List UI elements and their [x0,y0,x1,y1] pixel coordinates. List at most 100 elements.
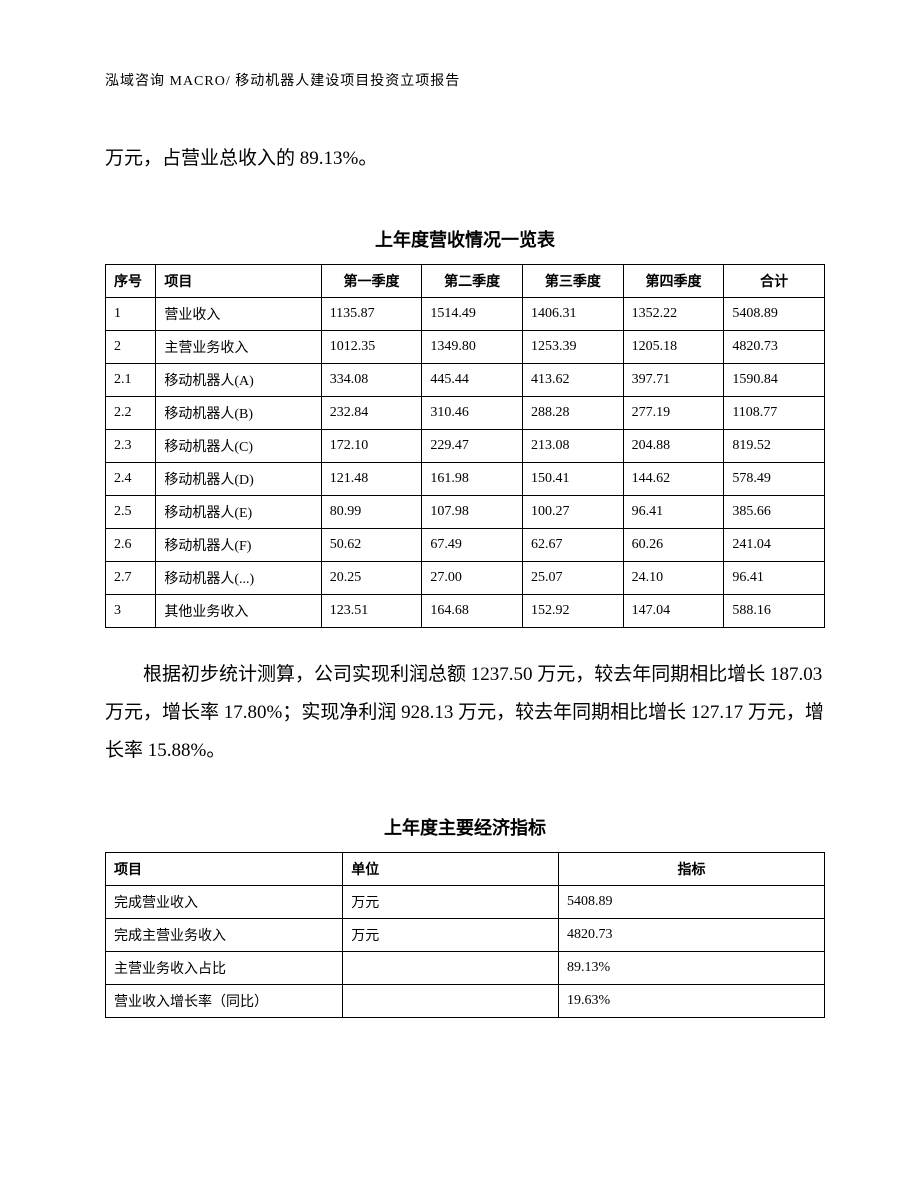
document-header: 泓域咨询 MACRO/ 移动机器人建设项目投资立项报告 [105,70,825,90]
table-cell: 5408.89 [724,298,825,331]
table-row: 主营业务收入占比 89.13% [106,952,825,985]
table-cell: 334.08 [321,364,422,397]
table-cell: 232.84 [321,397,422,430]
table-cell: 完成主营业务收入 [106,919,343,952]
table-cell: 移动机器人(B) [156,397,321,430]
table-cell: 204.88 [623,430,724,463]
table-cell: 1253.39 [523,331,624,364]
table-cell: 1108.77 [724,397,825,430]
table-cell: 4820.73 [724,331,825,364]
table-cell: 152.92 [523,595,624,628]
table-cell: 161.98 [422,463,523,496]
col-project: 项目 [106,853,343,886]
table-cell: 164.68 [422,595,523,628]
table-cell: 150.41 [523,463,624,496]
table-cell: 移动机器人(F) [156,529,321,562]
table-cell: 1406.31 [523,298,624,331]
table-cell: 819.52 [724,430,825,463]
table-cell: 移动机器人(E) [156,496,321,529]
table-cell: 288.28 [523,397,624,430]
table-row: 3其他业务收入123.51164.68152.92147.04588.16 [106,595,825,628]
table-cell: 移动机器人(...) [156,562,321,595]
table-cell: 1 [106,298,156,331]
table-cell: 578.49 [724,463,825,496]
col-unit: 单位 [343,853,559,886]
table-cell: 60.26 [623,529,724,562]
table-cell: 完成营业收入 [106,886,343,919]
table-row: 2.5移动机器人(E)80.99107.98100.2796.41385.66 [106,496,825,529]
table-cell: 24.10 [623,562,724,595]
table-cell: 147.04 [623,595,724,628]
table-cell: 1590.84 [724,364,825,397]
table-cell: 2.2 [106,397,156,430]
table-cell: 96.41 [724,562,825,595]
table-cell: 3 [106,595,156,628]
table-row: 2.6移动机器人(F)50.6267.4962.6760.26241.04 [106,529,825,562]
table-cell: 2 [106,331,156,364]
table-cell: 1352.22 [623,298,724,331]
table-row: 2.1移动机器人(A)334.08445.44413.62397.711590.… [106,364,825,397]
table-row: 2主营业务收入1012.351349.801253.391205.184820.… [106,331,825,364]
col-seq: 序号 [106,265,156,298]
table-cell: 移动机器人(C) [156,430,321,463]
table-cell: 144.62 [623,463,724,496]
table-cell: 1514.49 [422,298,523,331]
table-row: 1营业收入1135.871514.491406.311352.225408.89 [106,298,825,331]
table-cell: 121.48 [321,463,422,496]
table-cell: 277.19 [623,397,724,430]
table-cell: 89.13% [558,952,824,985]
table-row: 2.3移动机器人(C)172.10229.47213.08204.88819.5… [106,430,825,463]
table-cell: 50.62 [321,529,422,562]
table-cell: 385.66 [724,496,825,529]
table-row: 营业收入增长率（同比） 19.63% [106,985,825,1018]
table-cell: 80.99 [321,496,422,529]
table-cell: 96.41 [623,496,724,529]
table-cell: 588.16 [724,595,825,628]
table-cell: 1349.80 [422,331,523,364]
col-q4: 第四季度 [623,265,724,298]
table-cell: 移动机器人(A) [156,364,321,397]
table-cell: 123.51 [321,595,422,628]
table-cell: 主营业务收入 [156,331,321,364]
table-cell: 其他业务收入 [156,595,321,628]
table-header-row: 项目 单位 指标 [106,853,825,886]
table-cell: 107.98 [422,496,523,529]
table-cell: 2.5 [106,496,156,529]
table-cell: 397.71 [623,364,724,397]
table-cell: 413.62 [523,364,624,397]
table1-title: 上年度营收情况一览表 [105,226,825,252]
intro-text: 万元，占营业总收入的 89.13%。 [105,142,825,176]
table-row: 完成主营业务收入万元4820.73 [106,919,825,952]
table-cell: 1205.18 [623,331,724,364]
table-row: 2.4移动机器人(D)121.48161.98150.41144.62578.4… [106,463,825,496]
table-cell: 27.00 [422,562,523,595]
summary-paragraph: 根据初步统计测算，公司实现利润总额 1237.50 万元，较去年同期相比增长 1… [105,656,825,770]
table-cell: 营业收入增长率（同比） [106,985,343,1018]
table-cell: 主营业务收入占比 [106,952,343,985]
col-item: 项目 [156,265,321,298]
table-cell: 19.63% [558,985,824,1018]
table-cell: 241.04 [724,529,825,562]
table-cell: 移动机器人(D) [156,463,321,496]
table-cell: 67.49 [422,529,523,562]
table-header-row: 序号 项目 第一季度 第二季度 第三季度 第四季度 合计 [106,265,825,298]
table-cell: 1012.35 [321,331,422,364]
col-total: 合计 [724,265,825,298]
table-cell: 62.67 [523,529,624,562]
table-cell: 2.6 [106,529,156,562]
col-q3: 第三季度 [523,265,624,298]
table-cell: 营业收入 [156,298,321,331]
table-cell: 2.4 [106,463,156,496]
table-cell: 2.1 [106,364,156,397]
table-cell: 5408.89 [558,886,824,919]
table-row: 2.2移动机器人(B)232.84310.46288.28277.191108.… [106,397,825,430]
col-indicator: 指标 [558,853,824,886]
table-cell [343,985,559,1018]
col-q1: 第一季度 [321,265,422,298]
table-cell [343,952,559,985]
table-row: 完成营业收入万元5408.89 [106,886,825,919]
table2-title: 上年度主要经济指标 [105,814,825,840]
table-row: 2.7移动机器人(...)20.2527.0025.0724.1096.41 [106,562,825,595]
table-cell: 25.07 [523,562,624,595]
indicator-table: 项目 单位 指标 完成营业收入万元5408.89完成主营业务收入万元4820.7… [105,852,825,1018]
